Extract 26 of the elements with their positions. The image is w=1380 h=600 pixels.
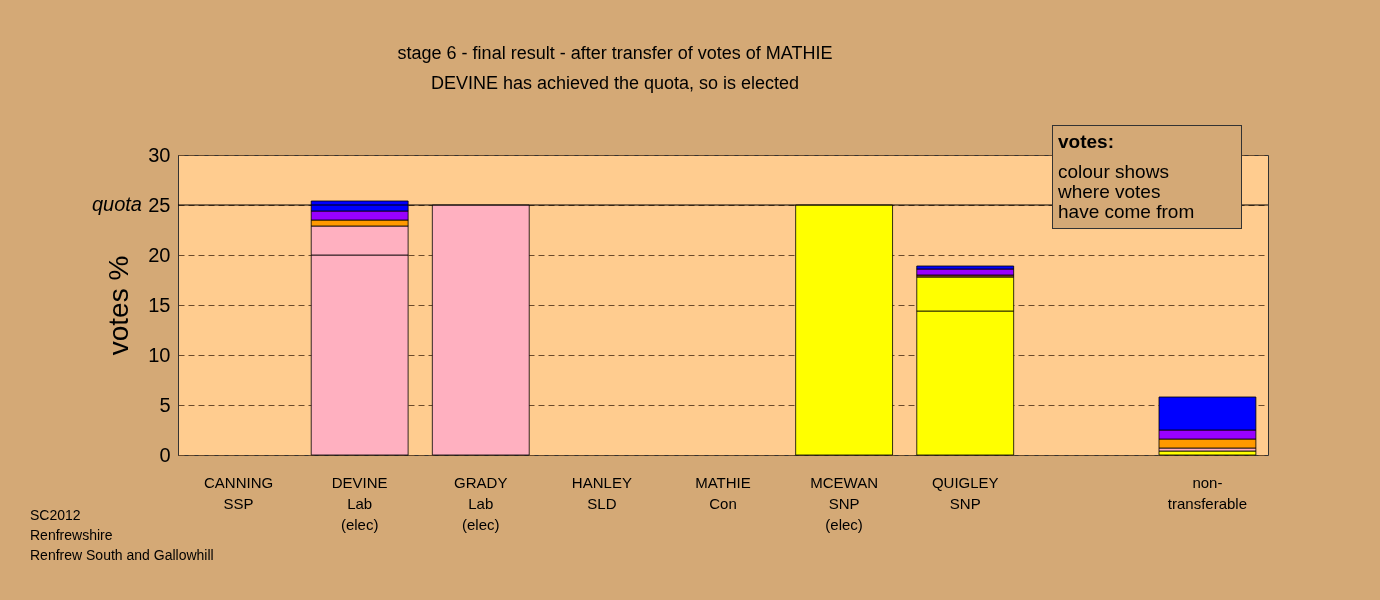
x-tick-label: CANNING SSP	[203, 473, 274, 512]
x-tick-label: MCEWAN SNP (elec)	[810, 473, 878, 533]
x-tick-label: MATHIE Con	[695, 473, 751, 512]
y-tick-label: 30	[148, 143, 171, 166]
x-tick-label: DEVINE Lab (elec)	[331, 473, 388, 533]
text: SC2012	[30, 506, 82, 525]
y-axis-title: votes %	[103, 255, 135, 356]
y-tick-label: 20	[148, 243, 171, 266]
annotation: colour shows	[1058, 161, 1170, 182]
y-tick-label: 10	[148, 343, 171, 366]
chart-subtitle: DEVINE has achieved the quota, so is elected	[430, 73, 800, 93]
text: Renfrew South and Gallowhill	[30, 546, 214, 565]
y-tick-label: 5	[159, 393, 171, 416]
text: votes:	[1058, 131, 1115, 152]
chart-title: stage 6 - final result - after transfer of votes of MATHIE	[397, 43, 833, 63]
annotation: have come from	[1058, 201, 1196, 222]
y-tick-label: 25	[148, 193, 171, 216]
annotation: where votes	[1058, 181, 1162, 202]
x-tick-label: GRADY Lab (elec)	[454, 473, 508, 533]
ref-line-label: quota	[91, 193, 142, 215]
x-tick-label: non- transferable	[1167, 473, 1248, 512]
y-tick-label: 0	[159, 443, 171, 466]
text: Renfrewshire	[30, 526, 114, 545]
y-tick-label: 15	[148, 293, 171, 316]
x-tick-label: HANLEY SLD	[571, 473, 632, 512]
x-tick-label: QUIGLEY SNP	[931, 473, 999, 512]
